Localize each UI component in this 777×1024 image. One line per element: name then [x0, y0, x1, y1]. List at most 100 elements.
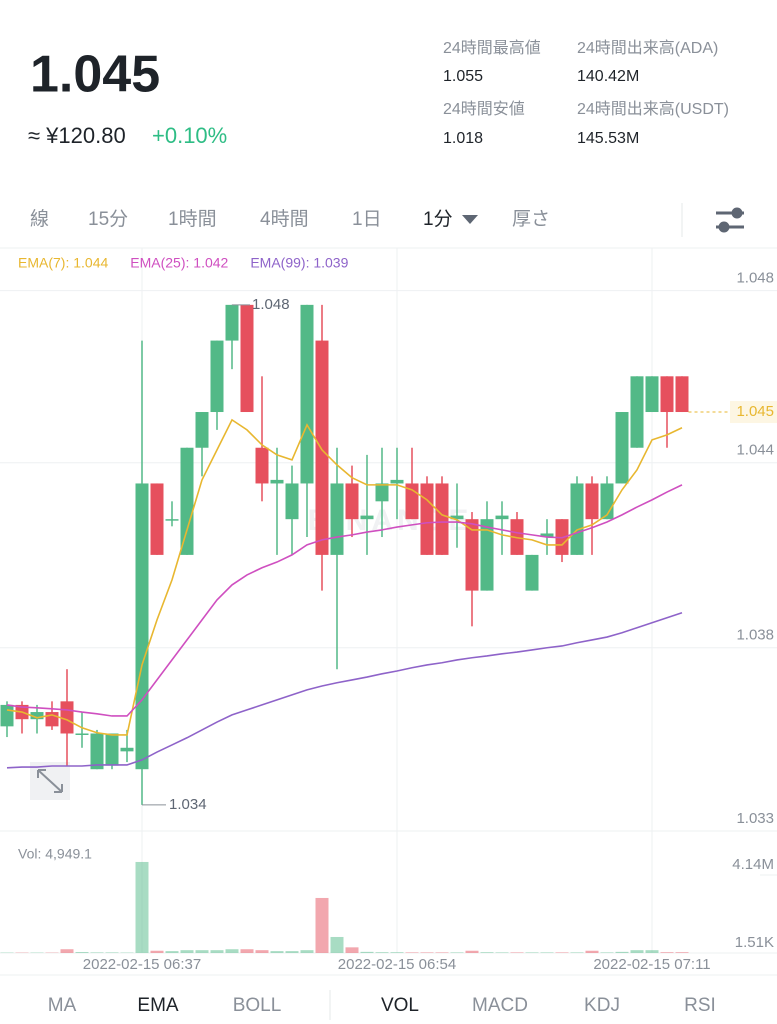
candle-body — [645, 376, 659, 413]
stat-label: 24時間出来高(ADA) — [577, 39, 718, 57]
candle-body — [150, 483, 164, 555]
candle-body — [480, 519, 494, 591]
volume-bar — [165, 951, 179, 953]
last-price: 1.045 — [30, 46, 160, 104]
indicator-tab[interactable]: BOLL — [233, 995, 282, 1016]
volume-bar — [435, 952, 449, 953]
candle-body — [0, 704, 14, 727]
ema-line — [6, 612, 683, 769]
settings-icon[interactable] — [716, 207, 744, 233]
volume-bar — [195, 950, 209, 953]
volume-bar — [540, 952, 554, 953]
volume-bar — [375, 952, 389, 953]
volume-bar — [570, 952, 584, 953]
candle-body — [195, 412, 209, 448]
candle-body — [285, 483, 299, 520]
volume-bar — [525, 952, 539, 953]
volume-bar — [345, 947, 359, 953]
candle-body — [570, 483, 584, 555]
volume-bar — [450, 952, 464, 953]
volume-bar — [465, 950, 479, 953]
interval-tab[interactable]: 1時間 — [168, 208, 217, 230]
candle-body — [615, 412, 629, 484]
candle-body — [315, 340, 329, 555]
volume-bar — [510, 952, 524, 953]
x-tick-label: 2022-02-15 06:54 — [338, 956, 456, 973]
interval-tab[interactable]: 1日 — [352, 209, 382, 230]
volume-bar — [630, 950, 644, 953]
volume-tick-label: 4.14M — [732, 856, 774, 873]
candle-body — [630, 376, 644, 448]
y-tick-label: 1.048 — [736, 270, 774, 287]
legend-entry: EMA(25): 1.042 — [130, 255, 228, 271]
y-tick-label: 1.033 — [736, 810, 774, 827]
interval-tab-active[interactable]: 1分 — [423, 208, 453, 230]
stat-label: 24時間安値 — [443, 100, 525, 118]
interval-tab[interactable]: 4時間 — [260, 208, 309, 230]
candle-body — [660, 376, 674, 413]
ema-line — [6, 418, 683, 736]
ema-line — [6, 484, 683, 717]
interval-tab[interactable]: 厚さ — [512, 209, 550, 230]
volume-bar — [60, 949, 74, 953]
volume-bar — [270, 951, 284, 953]
stat-label: 24時間最高値 — [443, 39, 541, 57]
interval-tab[interactable]: 線 — [30, 208, 49, 230]
y-tick-label: 1.038 — [736, 627, 774, 644]
candle-body — [240, 304, 254, 413]
volume-bar — [660, 952, 674, 953]
price-change: +0.10% — [152, 123, 227, 148]
candle-body — [540, 533, 554, 538]
candle-body — [330, 483, 344, 555]
volume-label: Vol: 4,949.1 — [18, 846, 92, 862]
volume-bar — [495, 952, 509, 953]
interval-tab[interactable]: 15分 — [88, 208, 128, 230]
volume-bar — [675, 952, 689, 953]
max-label: 1.048 — [252, 296, 290, 313]
candle-body — [90, 733, 104, 770]
indicator-tab[interactable]: KDJ — [584, 995, 620, 1016]
volume-bar — [555, 952, 569, 953]
candle-body — [450, 515, 464, 520]
volume-bar — [225, 949, 239, 953]
volume-bar — [330, 936, 344, 953]
volume-bar — [615, 951, 629, 953]
candle-body — [300, 304, 314, 484]
volume-bar — [300, 950, 314, 953]
candle-body — [495, 515, 509, 520]
min-label: 1.034 — [169, 796, 207, 813]
volume-bar — [480, 952, 494, 953]
volume-bar — [240, 949, 254, 953]
stat-value: 145.53M — [577, 130, 639, 147]
expand-icon[interactable] — [30, 762, 70, 800]
candle-body — [585, 483, 599, 520]
candle-body — [60, 701, 74, 734]
candle-body — [675, 376, 689, 413]
indicator-tab-active[interactable]: VOL — [381, 995, 419, 1016]
legend-entry: EMA(7): 1.044 — [18, 255, 108, 271]
candle-body — [75, 733, 89, 735]
indicator-tab[interactable]: RSI — [684, 995, 716, 1016]
volume-bar — [405, 952, 419, 953]
volume-bar — [135, 861, 149, 953]
stat-value: 1.055 — [443, 68, 483, 85]
candle-body — [135, 483, 149, 770]
x-tick-label: 2022-02-15 06:37 — [83, 956, 201, 973]
indicator-tab-active[interactable]: EMA — [137, 995, 179, 1016]
volume-bar — [585, 950, 599, 953]
candle-body — [360, 515, 374, 520]
candle-body — [255, 447, 269, 484]
volume-bar — [210, 950, 224, 953]
candle-body — [420, 483, 434, 555]
volume-bar — [360, 951, 374, 953]
candle-body — [120, 747, 134, 752]
volume-bar — [315, 897, 329, 953]
indicator-tab[interactable]: MACD — [472, 995, 528, 1016]
candle-body — [225, 304, 239, 341]
candle-body — [210, 340, 224, 413]
last-price-label: 1.045 — [736, 403, 774, 420]
candle-body — [435, 483, 449, 555]
indicator-tab[interactable]: MA — [48, 995, 77, 1016]
candle-body — [270, 479, 284, 484]
candle-body — [375, 483, 389, 502]
